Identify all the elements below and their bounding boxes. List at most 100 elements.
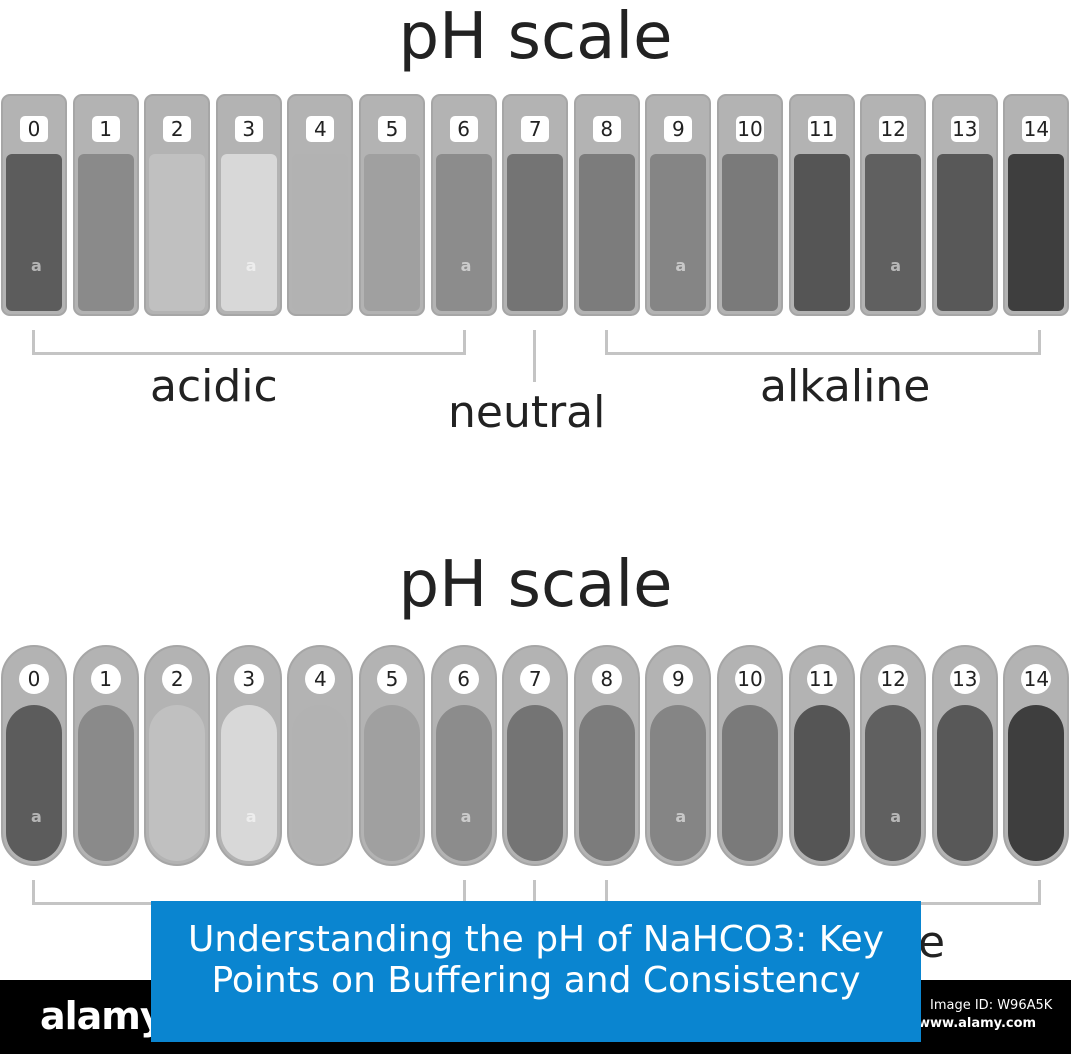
acidic-label: acidic [150, 361, 278, 412]
ph-value-label: 13 [950, 116, 979, 142]
ph-color-fill [364, 154, 420, 311]
ph-tube-11: 11 [788, 94, 855, 316]
watermark-glyph: a [890, 256, 901, 275]
ph-value-label: 11 [806, 664, 837, 694]
ph-value-label: 8 [592, 116, 621, 142]
ph-color-fill [507, 705, 564, 861]
ph-value-label: 8 [591, 664, 622, 694]
ph-value-label: 6 [448, 664, 479, 694]
ph-value-label: 6 [449, 116, 478, 142]
ph-value-label: 10 [736, 116, 764, 142]
ph-value-label: 13 [949, 664, 980, 694]
ph-value-label: 1 [90, 664, 121, 694]
watermark-glyph: a [460, 256, 472, 275]
ph-value-label: 7 [520, 664, 551, 694]
ph-value-label: 10 [735, 664, 765, 694]
ph-tube-1: 1 [72, 645, 139, 866]
alkaline-bracket [605, 330, 1041, 355]
ph-color-fill [578, 705, 635, 861]
ph-tube-4: 4 [287, 94, 354, 316]
ph-value-label: 4 [305, 664, 336, 694]
ph-value-label: 0 [19, 664, 49, 694]
ph-tube-4: 4 [287, 645, 354, 866]
ph-tube-8: 8 [573, 645, 640, 866]
ph-value-label: 11 [807, 116, 836, 142]
top-title: pH scale [398, 0, 673, 74]
ph-color-fill [936, 154, 993, 311]
bottom-neutral-tick [533, 880, 536, 904]
acidic-bracket [32, 330, 466, 355]
watermark-glyph: a [890, 807, 901, 826]
site-url: www.alamy.com [918, 1016, 1037, 1031]
ph-color-fill [650, 154, 707, 311]
watermark-glyph: a [460, 807, 472, 826]
ph-color-fill [650, 705, 707, 861]
alkaline-label: alkaline [760, 361, 931, 412]
ph-value-label: 14 [1021, 664, 1052, 694]
ph-color-fill [220, 154, 277, 311]
watermark-glyph: a [675, 807, 687, 826]
ph-tube-12: 12 a [860, 94, 927, 316]
ph-color-fill [578, 154, 635, 311]
ph-value-label: 5 [377, 664, 407, 694]
watermark-glyph: a [31, 256, 42, 275]
banner-title: Understanding the pH of NaHCO3: Key Poin… [188, 919, 884, 1001]
ph-tube-7: 7 [502, 94, 569, 316]
ph-value-label: 3 [233, 664, 264, 694]
alamy-logo: alamy [40, 994, 165, 1038]
ph-color-fill [865, 154, 922, 311]
ph-color-fill [149, 154, 206, 311]
neutral-label: neutral [448, 387, 606, 438]
ph-value-label: 12 [879, 116, 908, 142]
ph-tube-11: 11 [788, 645, 855, 866]
ph-tube-2: 2 [144, 94, 211, 316]
ph-tube-10: 10 [717, 94, 783, 316]
bottom-title: pH scale [398, 548, 673, 622]
ph-color-fill [220, 705, 277, 861]
ph-tube-13: 13 [931, 94, 998, 316]
ph-value-label: 2 [163, 116, 192, 142]
ph-value-label: 3 [234, 116, 263, 142]
ph-value-label: 9 [663, 664, 694, 694]
ph-color-fill [865, 705, 922, 861]
ph-value-label: 7 [521, 116, 550, 142]
ph-color-fill [936, 705, 993, 861]
watermark-glyph: a [245, 256, 257, 275]
neutral-tick [533, 330, 536, 382]
ph-color-fill [1008, 705, 1065, 861]
ph-color-fill [1008, 154, 1065, 311]
ph-tube-13: 13 [931, 645, 998, 866]
ph-tube-5: 5 [359, 94, 425, 316]
ph-tube-14: 14 [1003, 645, 1070, 866]
ph-color-fill [292, 705, 349, 861]
ph-value-label: 14 [1022, 116, 1051, 142]
ph-tube-12: 12 a [860, 645, 927, 866]
ph-tube-2: 2 [144, 645, 211, 866]
ph-tube-14: 14 [1003, 94, 1070, 316]
ph-tube-7: 7 [502, 645, 569, 866]
ph-tube-10: 10 [717, 645, 783, 866]
ph-value-label: 5 [378, 116, 406, 142]
watermark-glyph: a [675, 256, 687, 275]
ph-value-label: 2 [162, 664, 193, 694]
ph-value-label: 12 [878, 664, 909, 694]
ph-color-fill [77, 705, 134, 861]
ph-tube-1: 1 [72, 94, 139, 316]
ph-value-label: 0 [20, 116, 48, 142]
ph-color-fill [77, 154, 134, 311]
article-title-banner: Understanding the pH of NaHCO3: Key Poin… [151, 901, 921, 1042]
ph-color-fill [6, 705, 62, 861]
ph-color-fill [6, 154, 62, 311]
image-id: Image ID: W96A5K [930, 998, 1053, 1013]
ph-color-fill [149, 705, 206, 861]
ph-value-label: 9 [664, 116, 693, 142]
ph-color-fill [292, 154, 349, 311]
ph-color-fill [793, 154, 850, 311]
